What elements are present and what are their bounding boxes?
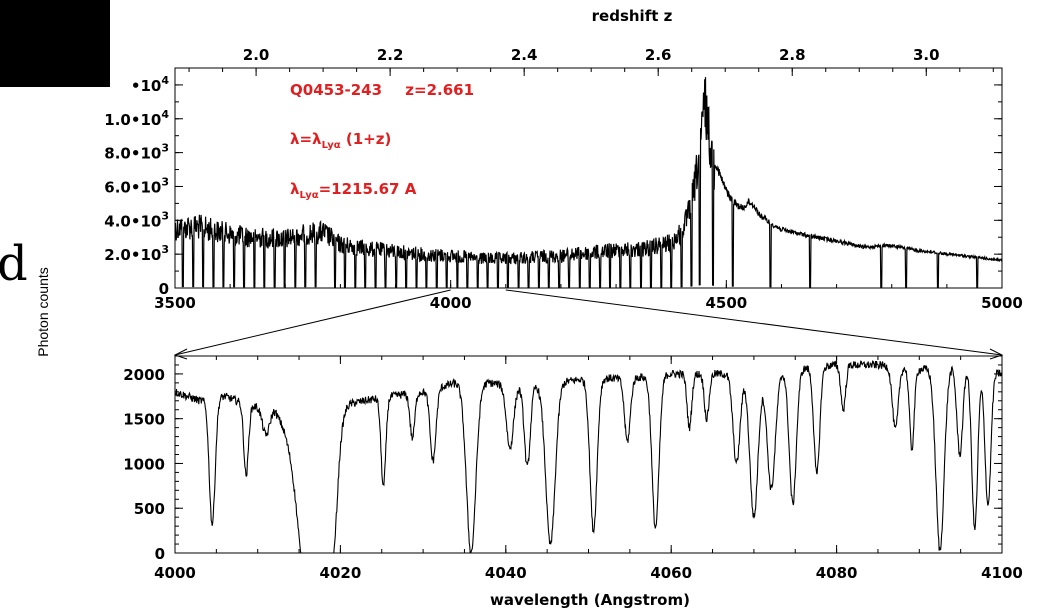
annotation-block: Q0453-243 z=2.661 λ=λLyα (1+z) λLyα=1215… [290,81,474,201]
bottom-y-tick-label: 1500 [123,411,165,429]
top-x2-tick-label: 3.0 [913,46,940,64]
top-spectrum-line [174,77,1003,288]
top-panel-frame [174,67,1003,289]
top-x2-tick-label: 2.2 [377,46,404,64]
bottom-x-tick-label: 4100 [981,564,1023,582]
bottom-y-tick-label: 500 [134,500,165,518]
x-axis-title: wavelength (Angstrom) [490,591,690,609]
top-x2-tick-label: 2.4 [511,46,538,64]
glyph-d: d [0,236,28,292]
bottom-panel-frame [174,355,1003,554]
bottom-panel-axes: 4000 4020 4040 4060 4080 4100 0 500 1000 1500 2000 [123,355,1023,582]
top-x2-tick-label: 2.0 [243,46,270,64]
annotation-quasar: Q0453-243 z=2.661 [290,81,474,99]
top-y-tick-label: •104 [131,74,169,95]
top-y-tick-label: 0 [159,280,169,298]
bottom-x-tick-label: 4000 [154,564,196,582]
bottom-panel-plot [174,360,1003,554]
bottom-y-tick-label: 2000 [123,366,165,384]
bottom-x-tick-label: 4060 [650,564,692,582]
bottom-y-tick-label: 0 [155,545,165,563]
zoom-line-left [174,289,451,356]
top-axis-title: redshift z [592,7,673,25]
top-x-tick-label: 4000 [430,294,472,312]
top-x-tick-label: 4500 [705,294,747,312]
top-panel-plot [174,77,1003,288]
top-y-tick-label: 6.0•103 [104,175,169,196]
top-x2-tick-label: 2.8 [779,46,806,64]
bottom-x-tick-label: 4080 [816,564,858,582]
zoom-line-right [505,289,1003,356]
top-y-tick-label: 2.0•103 [104,243,169,264]
bottom-spectrum-line [174,360,1003,554]
top-y-tick-label: 1.0•104 [104,108,169,129]
bottom-x-tick-label: 4020 [320,564,362,582]
zoom-arrow-left [173,348,188,360]
top-y-tick-label: 8.0•103 [104,142,169,163]
top-x-tick-label: 3500 [154,294,196,312]
zoom-connector [173,289,1004,360]
top-x-tick-label: 5000 [981,294,1023,312]
top-x2-tick-label: 2.6 [645,46,672,64]
y-axis-title: Photon counts [35,267,51,357]
bottom-y-tick-label: 1000 [123,455,165,473]
top-y-tick-label: 4.0•103 [104,209,169,230]
top-panel-axes: 3500 4000 4500 5000 2.0 2.2 2.4 2.6 2.8 3.0 0 2.0•1… [104,46,1023,312]
redaction-box [0,0,110,87]
zoom-arrow-right [989,348,1004,360]
annotation-rest-wavelength: λLyα=1215.67 A [290,180,417,201]
annotation-formula: λ=λLyα (1+z) [290,130,391,151]
bottom-x-tick-label: 4040 [485,564,527,582]
